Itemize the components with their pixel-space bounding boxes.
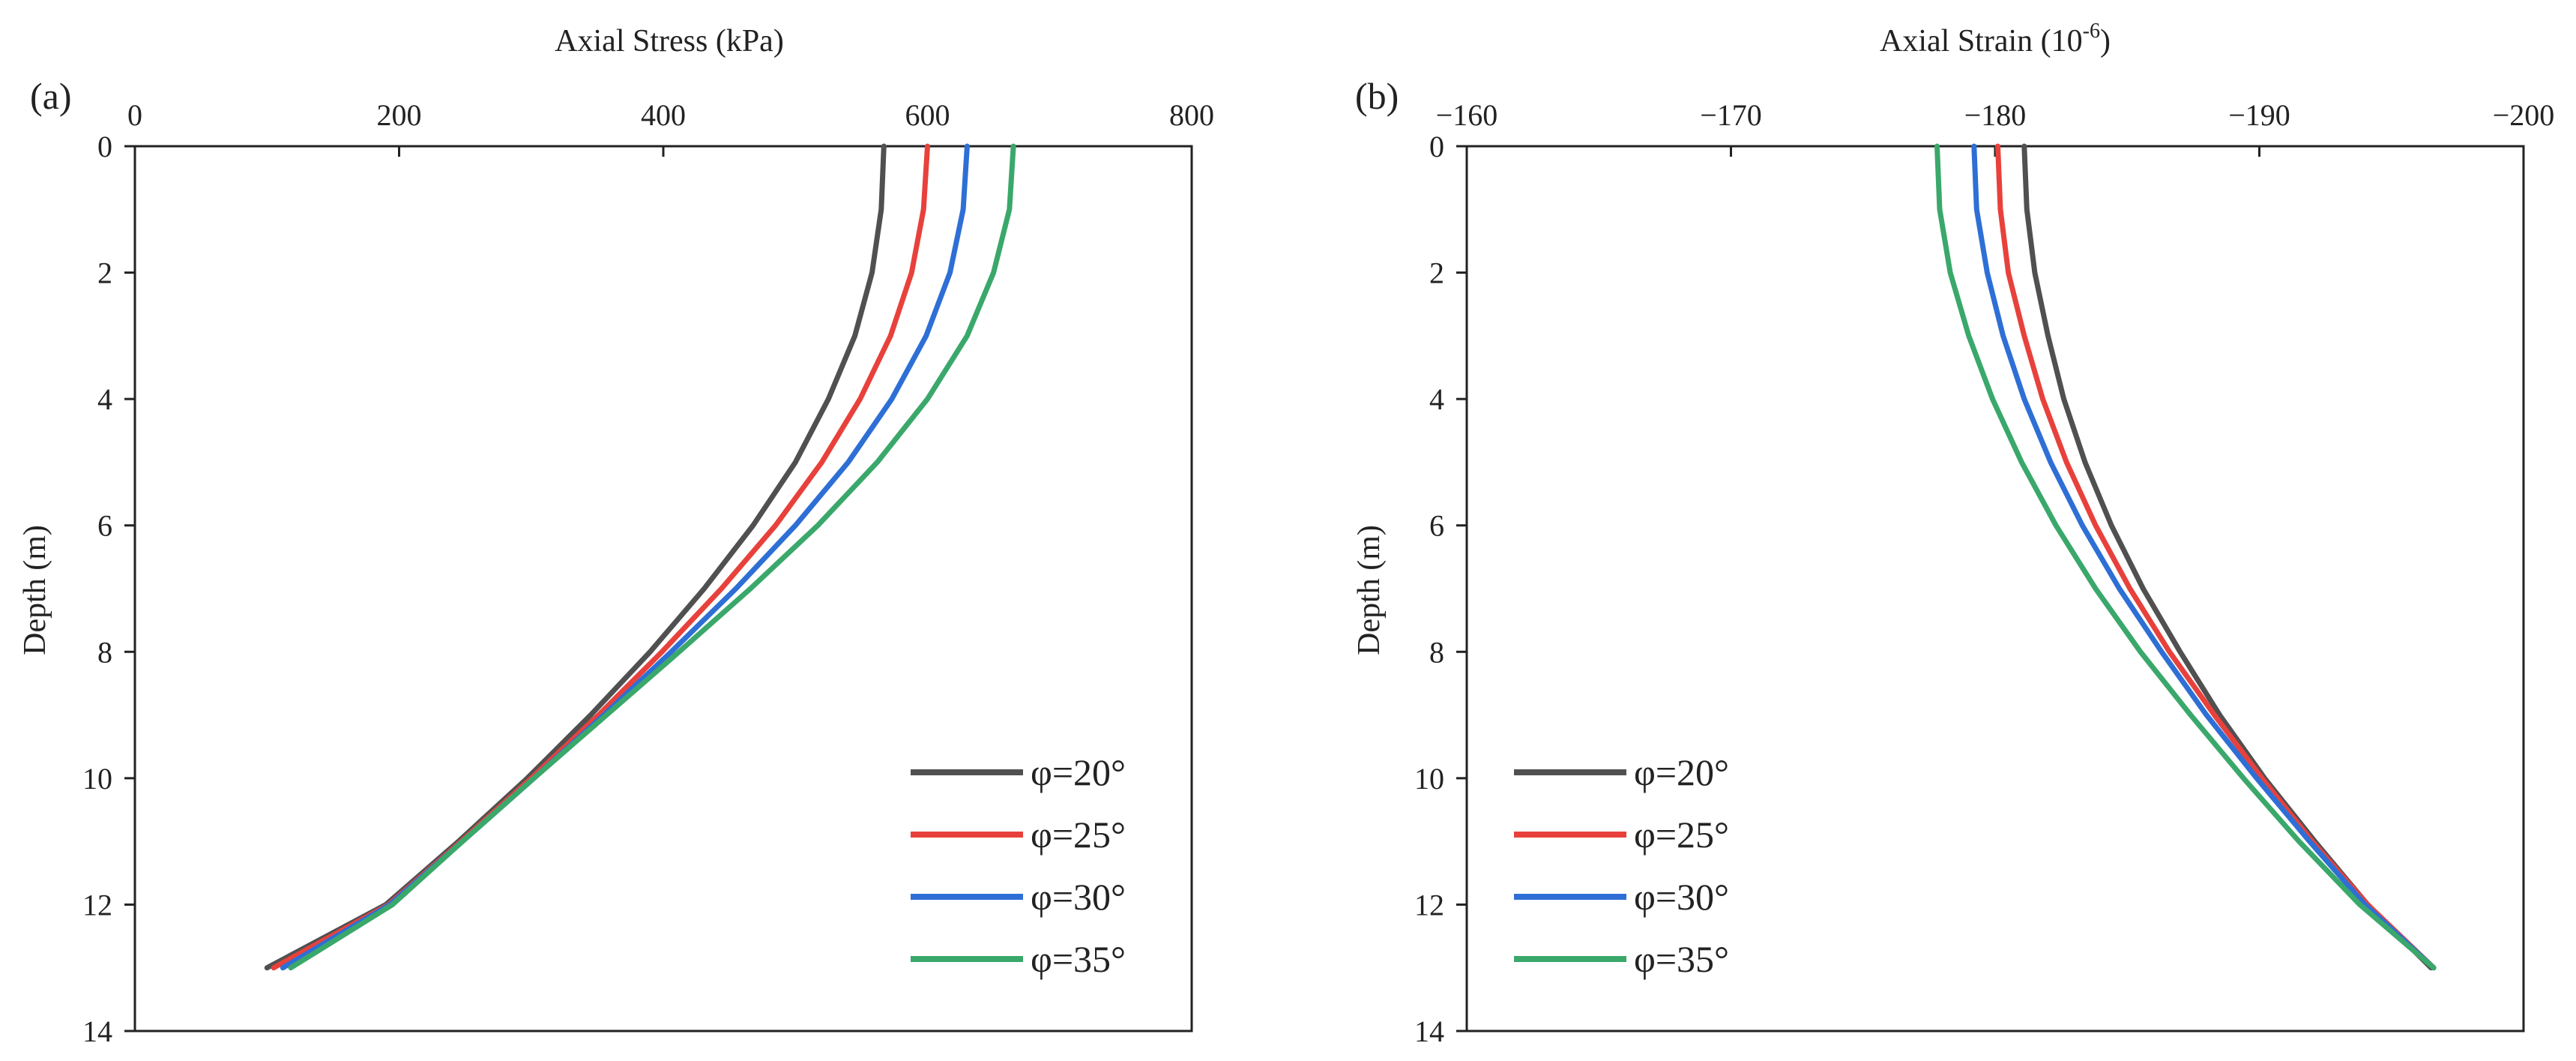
panel-a-y-axis-title: Depth (m): [18, 525, 52, 655]
panel-a-y-tick-label: 2: [97, 256, 112, 290]
panel-b-x-tick-label: −180: [1964, 98, 2027, 132]
panel-b-series-line-4: [1934, 143, 2437, 971]
panel-b-lines: [1934, 143, 2437, 971]
panel-b-y-tick-label: 8: [1429, 635, 1444, 669]
panel-b-legend-label-4: φ=35°: [1634, 938, 1729, 980]
panel-a-series-line-4: [288, 143, 1016, 971]
panel-b-x-tick-label: −190: [2228, 98, 2290, 132]
panel-b-x-tick-label: −200: [2493, 98, 2555, 132]
panel-b-y-tick-label: 6: [1429, 509, 1444, 543]
panel-a-y-tick-label: 4: [97, 382, 112, 416]
panel-b-series-line-2: [1995, 143, 2437, 971]
panel-b-ticks: −160 −170 −180 −190 −200 0 2 4 6 8 10 12 14: [1414, 98, 2554, 1048]
panel-a-lines: [264, 143, 1016, 971]
panel-a-y-tick-label: 14: [82, 1015, 112, 1048]
panel-a-legend-label-3: φ=30°: [1031, 876, 1126, 918]
panel-a: (a) Axial Stress (kPa) Depth (m) 0 200 400…: [18, 24, 1214, 1048]
panel-b-series-line-1: [2021, 143, 2434, 971]
panel-a-x-axis-title: Axial Stress (kPa): [555, 24, 784, 58]
panel-b-y-tick-label: 12: [1414, 888, 1444, 922]
panel-b-x-axis-title-sup: -6: [2083, 19, 2100, 43]
panel-b-x-tick-label: −160: [1436, 98, 1498, 132]
panel-a-y-tick-label: 8: [97, 635, 112, 669]
panel-a-x-tick-label: 800: [1169, 98, 1214, 132]
panel-a-label: (a): [30, 75, 72, 117]
panel-b-x-axis-title: Axial Strain (10-6): [1880, 19, 2111, 58]
panel-b-legend-label-3: φ=30°: [1634, 876, 1729, 918]
panel-a-y-tick-label: 12: [82, 888, 112, 922]
panel-a-x-tick-label: 600: [905, 98, 950, 132]
panel-a-ticks: 0 200 400 600 800 0 2 4 6 8 10 12 14: [82, 98, 1214, 1048]
panel-a-y-tick-label: 10: [82, 762, 112, 796]
panel-b-y-axis-title: Depth (m): [1352, 525, 1387, 655]
panel-b-y-tick-label: 0: [1429, 130, 1444, 163]
panel-a-x-tick-label: 0: [127, 98, 142, 132]
panel-b-x-axis-title-close: ): [2100, 24, 2111, 58]
panel-a-legend-label-1: φ=20°: [1031, 751, 1126, 793]
panel-b-legend: φ=20° φ=25° φ=30° φ=35°: [1514, 751, 1729, 980]
panel-b-label: (b): [1355, 75, 1399, 117]
panel-b-series-line-3: [1971, 143, 2437, 971]
panel-a-series-line-3: [280, 143, 970, 971]
panel-b-y-tick-label: 14: [1414, 1015, 1444, 1048]
panel-b: (b) Axial Strain (10-6) Depth (m) −160 −1…: [1352, 19, 2554, 1048]
panel-a-legend-label-4: φ=35°: [1031, 938, 1126, 980]
panel-a-series-line-1: [264, 143, 887, 971]
panel-a-legend-label-2: φ=25°: [1031, 814, 1126, 856]
panel-a-y-tick-label: 6: [97, 509, 112, 543]
panel-b-y-tick-label: 2: [1429, 256, 1444, 290]
panel-a-y-tick-label: 0: [97, 130, 112, 163]
panel-b-y-tick-label: 4: [1429, 382, 1444, 416]
panel-b-x-axis-title-main: Axial Strain (10: [1880, 24, 2083, 58]
panel-b-legend-label-2: φ=25°: [1634, 814, 1729, 856]
panel-a-series-line-2: [271, 143, 930, 971]
panel-a-legend: φ=20° φ=25° φ=30° φ=35°: [911, 751, 1126, 980]
panel-b-y-tick-label: 10: [1414, 762, 1444, 796]
panel-b-legend-label-1: φ=20°: [1634, 751, 1729, 793]
panel-a-x-tick-label: 200: [377, 98, 422, 132]
panel-b-x-tick-label: −170: [1700, 98, 1762, 132]
panel-a-x-tick-label: 400: [641, 98, 686, 132]
